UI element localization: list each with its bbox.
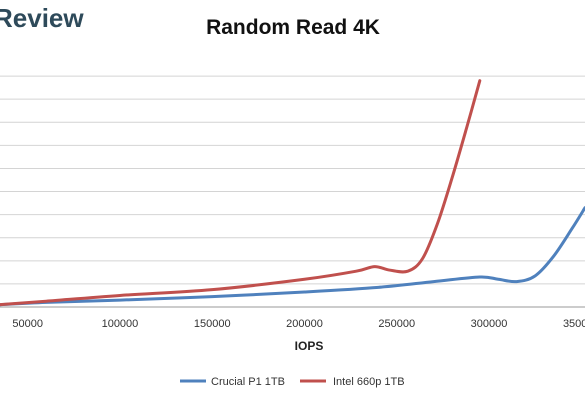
x-tick-label: 100000 xyxy=(102,318,139,330)
gridlines xyxy=(0,75,585,308)
x-tick-label: 250000 xyxy=(378,318,415,330)
x-tick-label: 150000 xyxy=(194,318,231,330)
series-line-intel-660p xyxy=(0,79,482,307)
series-line-crucial-p1 xyxy=(0,206,585,307)
legend-label: Intel 660p 1TB xyxy=(333,376,405,388)
legend-label: Crucial P1 1TB xyxy=(211,376,285,388)
x-tick-label: 300000 xyxy=(471,318,508,330)
x-axis-label: IOPS xyxy=(295,339,324,353)
x-tick-label: 50000 xyxy=(12,318,43,330)
x-tick-label: 200000 xyxy=(286,318,323,330)
brand-logo-text: Review xyxy=(0,3,84,33)
chart-title: Random Read 4K xyxy=(206,16,380,39)
series-lines xyxy=(0,79,585,307)
x-tick-label: 350000 xyxy=(563,318,585,330)
x-axis-tick-labels: 50000 100000 150000 200000 250000 300000 35000… xyxy=(12,318,585,330)
legend: Crucial P1 1TB Intel 660p 1TB xyxy=(180,376,405,388)
